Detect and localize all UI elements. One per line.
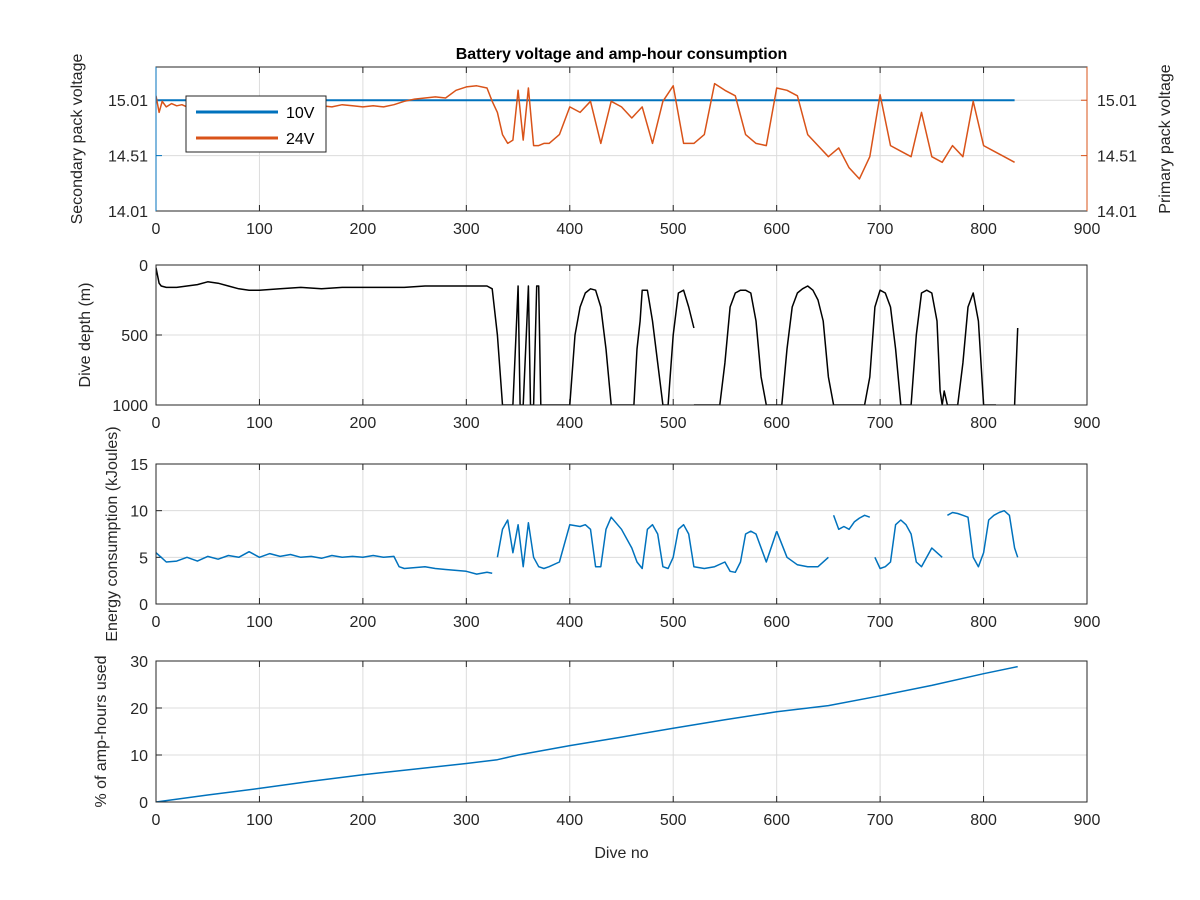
series-line-5 [874,519,943,570]
x-tick-label: 300 [453,221,480,238]
x-tick-label: 600 [763,614,790,631]
y-right-tick-label: 14.51 [1097,149,1137,166]
x-axis-label: Dive no [594,845,648,862]
x-tick-label: 500 [660,614,687,631]
chart-title: Battery voltage and amp-hour consumption [456,46,788,63]
y-axis-label: % of amp-hours used [93,655,110,807]
y-axis-label: Dive depth (m) [77,283,94,388]
x-tick-label: 0 [152,614,161,631]
x-tick-label: 100 [246,221,273,238]
x-tick-label: 500 [660,221,687,238]
y-tick-label: 15 [130,457,148,474]
legend: 10V 24V [185,95,327,153]
x-tick-label: 0 [152,415,161,432]
y-tick-label: 20 [130,701,148,718]
series-line-3 [776,530,829,568]
series-line-2 [496,516,778,574]
x-tick-label: 600 [763,221,790,238]
x-tick-label: 0 [152,221,161,238]
x-tick-label: 900 [1074,812,1101,829]
legend-label-10V: 10V [286,105,315,122]
x-tick-label: 800 [970,221,997,238]
x-tick-label: 900 [1074,614,1101,631]
series-line-1 [156,267,695,405]
y-tick-label: 0 [139,795,148,812]
y-tick-label: 14.01 [108,204,148,221]
x-tick-label: 200 [350,614,377,631]
x-tick-label: 300 [453,812,480,829]
y-tick-label: 0 [139,258,148,275]
y-tick-label: 10 [130,504,148,521]
x-tick-label: 100 [246,812,273,829]
x-tick-label: 300 [453,614,480,631]
y-axis-label: Secondary pack voltage [69,54,86,225]
y-tick-label: 0 [139,597,148,614]
x-tick-label: 400 [556,415,583,432]
y-tick-label: 500 [121,328,148,345]
legend-label-24V: 24V [286,131,315,148]
x-tick-label: 700 [867,415,894,432]
series-line-1 [156,550,493,575]
y-tick-label: 14.51 [108,149,148,166]
series-line-6 [947,509,1019,568]
x-tick-label: 600 [763,812,790,829]
x-tick-label: 900 [1074,221,1101,238]
panel-4: 0 100 200 300 400 500 600 700 800 900 0 10 20 30 % of … [93,654,1100,862]
y-tick-label: 5 [139,550,148,567]
panel-3: 0 100 200 300 400 500 600 700 800 900 0 5 10 15 Energy… [104,426,1100,641]
x-tick-label: 200 [350,415,377,432]
x-tick-label: 700 [867,221,894,238]
legend-box [185,95,327,153]
x-tick-label: 500 [660,812,687,829]
y-tick-label: 10 [130,748,148,765]
x-tick-label: 600 [763,415,790,432]
x-tick-label: 800 [970,614,997,631]
x-tick-label: 700 [867,812,894,829]
axes-box [155,264,1088,406]
x-tick-label: 500 [660,415,687,432]
x-tick-label: 200 [350,812,377,829]
series-line-2 [693,285,996,405]
x-tick-label: 100 [246,415,273,432]
axes-box [155,660,1088,803]
series-line-3 [1013,327,1019,405]
y-tick-label: 15.01 [108,93,148,110]
x-tick-label: 900 [1074,415,1101,432]
x-tick-label: 400 [556,812,583,829]
y-right-tick-label: 15.01 [1097,93,1137,110]
y-tick-label: 30 [130,654,148,671]
y-tick-label: 1000 [112,398,148,415]
x-tick-label: 700 [867,614,894,631]
y-axis-label: Energy consumption (kJoules) [104,426,121,641]
x-tick-label: 800 [970,415,997,432]
x-tick-label: 800 [970,812,997,829]
series-line-1 [156,665,1018,802]
x-tick-label: 300 [453,415,480,432]
panel-1: 0 100 200 300 400 500 600 700 800 90014.0114.5115… [69,46,1174,238]
panel-2: 0 100 200 300 400 500 600 700 800 900 0 500 1000 Dive… [77,258,1100,432]
x-tick-label: 400 [556,221,583,238]
y-right-axis-label: Primary pack voltage [1157,64,1174,213]
axes-box [155,463,1088,605]
x-tick-label: 0 [152,812,161,829]
x-tick-label: 400 [556,614,583,631]
x-tick-label: 200 [350,221,377,238]
y-right-tick-label: 14.01 [1097,204,1137,221]
series-line-4 [832,514,871,531]
x-tick-label: 100 [246,614,273,631]
